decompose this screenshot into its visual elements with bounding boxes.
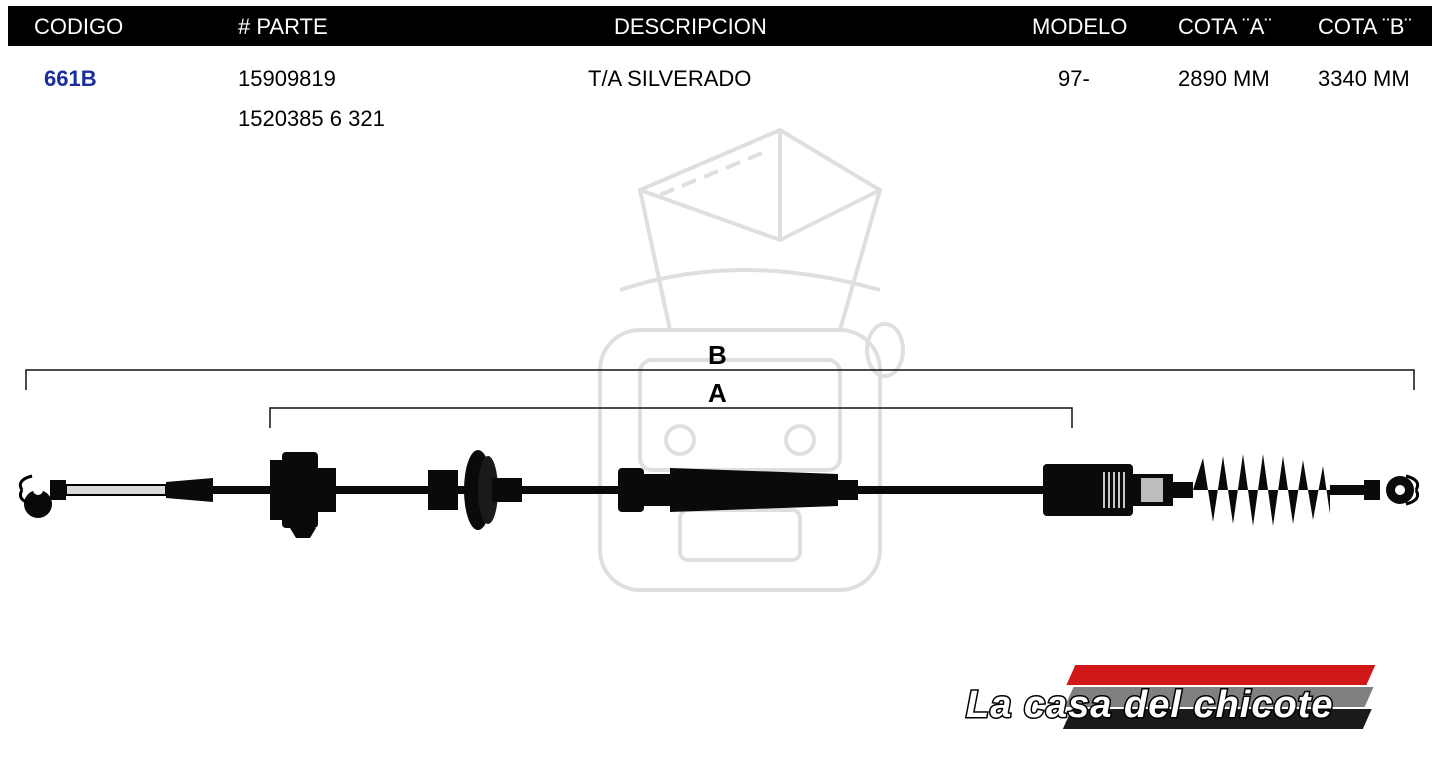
brand-logo: La casa del chicote [948, 659, 1428, 749]
page: CODIGO # PARTE DESCRIPCION MODELO COTA ¨… [0, 0, 1440, 765]
left-end-fitting [20, 476, 213, 518]
header-codigo: CODIGO [34, 14, 123, 40]
brand-logo-text: La casa del chicote [966, 684, 1334, 726]
stopper-1 [270, 452, 336, 538]
cell-cota-b: 3340 MM [1318, 66, 1410, 92]
right-adjuster [1043, 464, 1193, 516]
cell-parte-2: 1520385 6 321 [238, 106, 385, 132]
header-cota-b: COTA ¨B¨ [1318, 14, 1412, 40]
header-parte: # PARTE [238, 14, 328, 40]
center-housing [618, 468, 858, 512]
bellows-boot [1193, 454, 1330, 526]
grommet [428, 450, 522, 530]
header-cota-a: COTA ¨A¨ [1178, 14, 1272, 40]
cable-diagram: B A [8, 340, 1432, 600]
cell-parte-1: 15909819 [238, 66, 336, 92]
dimension-a [270, 408, 1072, 428]
dimension-a-label: A [708, 378, 727, 408]
right-end-fitting [1330, 476, 1418, 504]
table-row: 661B 15909819 1520385 6 321 T/A SILVERAD… [8, 66, 1432, 146]
dimension-b-label: B [708, 340, 727, 370]
cell-cota-a: 2890 MM [1178, 66, 1270, 92]
header-modelo: MODELO [1032, 14, 1127, 40]
table-header: CODIGO # PARTE DESCRIPCION MODELO COTA ¨… [8, 6, 1432, 46]
header-descripcion: DESCRIPCION [614, 14, 767, 40]
cell-codigo: 661B [44, 66, 97, 92]
cell-modelo: 97- [1058, 66, 1090, 92]
cell-descripcion: T/A SILVERADO [588, 66, 751, 92]
